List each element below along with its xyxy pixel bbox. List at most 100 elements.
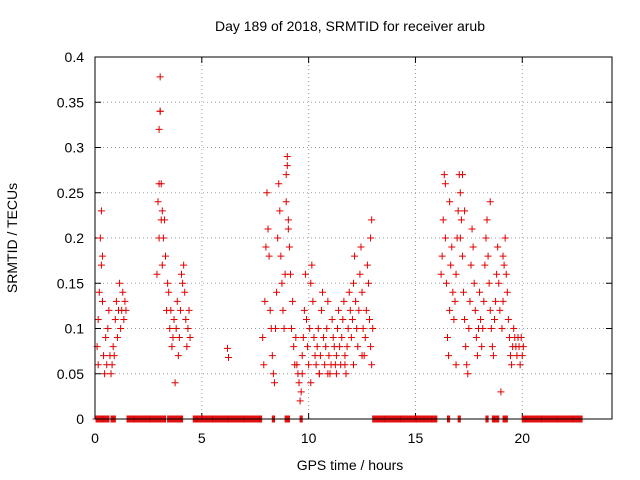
- y-tick-label: 0.4: [65, 49, 85, 65]
- data-point: [323, 325, 331, 332]
- data-point: [277, 252, 285, 260]
- data-point: [458, 252, 466, 260]
- data-point: [284, 225, 292, 233]
- data-point: [306, 325, 314, 332]
- data-point: [333, 325, 341, 332]
- data-point: [364, 279, 372, 287]
- data-point: [341, 361, 349, 369]
- data-point: [439, 216, 447, 224]
- data-point: [483, 216, 491, 224]
- data-point: [442, 279, 450, 287]
- data-point: [262, 243, 270, 251]
- data-point: [362, 306, 370, 314]
- data-point: [314, 325, 322, 332]
- data-point: [171, 379, 179, 387]
- data-point: [347, 334, 355, 342]
- data-point: [451, 297, 459, 305]
- data-point: [259, 334, 267, 342]
- data-point: [173, 297, 181, 305]
- data-point: [450, 315, 458, 323]
- data-point: [437, 270, 445, 278]
- data-point: [307, 379, 315, 387]
- data-point: [339, 315, 347, 323]
- data-point: [335, 306, 343, 314]
- data-point: [303, 315, 310, 323]
- data-point: [486, 198, 494, 206]
- data-point: [319, 288, 327, 296]
- data-point: [457, 216, 465, 224]
- data-point: [361, 334, 369, 342]
- data-point: [456, 234, 464, 242]
- data-point: [510, 325, 518, 332]
- data-point: [100, 352, 108, 360]
- data-point: [261, 297, 269, 305]
- data-point: [310, 334, 318, 342]
- data-point: [273, 288, 281, 296]
- data-point: [179, 279, 187, 287]
- data-point: [268, 352, 276, 360]
- data-point: [492, 297, 500, 305]
- data-point: [343, 343, 351, 351]
- data-point: [283, 153, 291, 161]
- data-point: [108, 361, 116, 369]
- data-point: [344, 325, 352, 332]
- data-point: [283, 162, 291, 170]
- data-point: [503, 288, 511, 296]
- data-point: [340, 297, 348, 305]
- data-point: [186, 334, 194, 342]
- data-point: [482, 234, 490, 242]
- data-point: [275, 180, 283, 188]
- data-point: [94, 361, 102, 369]
- data-point: [165, 288, 173, 296]
- data-point: [324, 297, 332, 305]
- data-point: [178, 270, 186, 278]
- data-point: [485, 279, 493, 287]
- data-point: [355, 306, 363, 314]
- data-point: [274, 234, 282, 242]
- data-point: [174, 352, 182, 360]
- data-point: [367, 343, 375, 351]
- data-point: [168, 343, 176, 351]
- data-point: [487, 325, 495, 332]
- y-tick-label: 0.2: [65, 230, 85, 246]
- data-point: [501, 234, 509, 242]
- data-point: [180, 261, 188, 269]
- data-point: [288, 325, 296, 332]
- data-point: [470, 279, 478, 287]
- data-point: [502, 270, 510, 278]
- data-point: [286, 270, 294, 278]
- data-point: [489, 352, 497, 360]
- data-point: [290, 343, 298, 351]
- data-point: [112, 297, 120, 305]
- data-point: [456, 189, 464, 197]
- data-point: [322, 343, 330, 351]
- data-point: [304, 343, 312, 351]
- data-point: [169, 334, 177, 342]
- data-point: [94, 315, 102, 323]
- data-point: [276, 207, 284, 215]
- data-point: [279, 306, 287, 314]
- data-point: [462, 343, 470, 351]
- data-point: [97, 207, 105, 215]
- data-point: [280, 325, 288, 332]
- data-point: [105, 306, 113, 314]
- data-point: [497, 388, 505, 396]
- x-axis-ticks: 0 5 10 15 20: [91, 57, 530, 446]
- data-point: [358, 352, 366, 360]
- data-point: [353, 325, 361, 332]
- data-point: [285, 243, 293, 251]
- data-point: [117, 325, 125, 332]
- data-point: [479, 325, 487, 332]
- data-point: [98, 252, 106, 260]
- data-point: [516, 361, 524, 369]
- data-point: [507, 352, 515, 360]
- data-point: [282, 171, 290, 179]
- data-point: [367, 234, 375, 242]
- data-point: [300, 306, 308, 314]
- data-point: [519, 343, 527, 351]
- data-point: [181, 288, 189, 296]
- data-point: [272, 325, 280, 332]
- data-point: [299, 334, 307, 342]
- data-point: [315, 370, 323, 378]
- data-point: [284, 216, 292, 224]
